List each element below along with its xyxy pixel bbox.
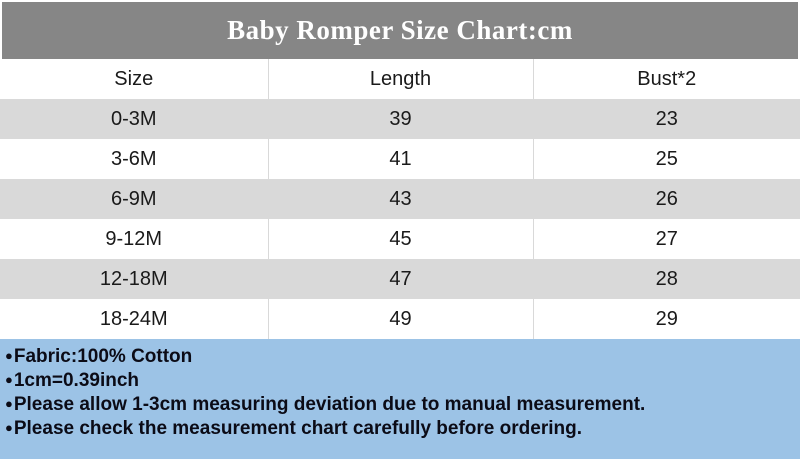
- note-text: Please check the measurement chart caref…: [13, 418, 582, 439]
- column-header-length: Length: [268, 59, 534, 99]
- cell-bust: 28: [533, 259, 800, 299]
- cell-length: 41: [268, 139, 534, 179]
- cell-size: 0-3M: [0, 99, 269, 139]
- cell-bust: 29: [533, 299, 800, 339]
- table-row: 12-18M 47 28: [0, 259, 800, 299]
- cell-size: 6-9M: [0, 179, 269, 219]
- cell-length: 45: [268, 219, 534, 259]
- cell-bust: 27: [533, 219, 800, 259]
- bullet-icon: ●: [5, 348, 13, 363]
- chart-title: Baby Romper Size Chart:cm: [227, 15, 573, 45]
- cell-size: 9-12M: [0, 219, 269, 259]
- table-header-row: Size Length Bust*2: [0, 59, 800, 99]
- cell-size: 12-18M: [0, 259, 269, 299]
- cell-size: 18-24M: [0, 299, 269, 339]
- table-row: 0-3M 39 23: [0, 99, 800, 139]
- cell-bust: 23: [533, 99, 800, 139]
- cell-length: 43: [268, 179, 534, 219]
- bullet-icon: ●: [5, 396, 13, 411]
- column-header-size: Size: [0, 59, 269, 99]
- cell-bust: 26: [533, 179, 800, 219]
- column-header-bust: Bust*2: [533, 59, 800, 99]
- cell-length: 39: [268, 99, 534, 139]
- bullet-icon: ●: [5, 420, 13, 435]
- cell-bust: 25: [533, 139, 800, 179]
- chart-title-bar: Baby Romper Size Chart:cm: [2, 2, 798, 59]
- note-line-fabric: ●Fabric:100% Cotton: [5, 344, 794, 368]
- notes-panel: ●Fabric:100% Cotton ●1cm=0.39inch ●Pleas…: [0, 339, 800, 459]
- note-line-check-chart: ●Please check the measurement chart care…: [5, 416, 794, 440]
- cell-length: 49: [268, 299, 534, 339]
- bullet-icon: ●: [5, 372, 13, 387]
- note-text: Please allow 1-3cm measuring deviation d…: [13, 394, 646, 415]
- cell-size: 3-6M: [0, 139, 269, 179]
- size-table: Size Length Bust*2 0-3M 39 23 3-6M 41 25…: [0, 59, 800, 339]
- table-row: 18-24M 49 29: [0, 299, 800, 339]
- note-line-conversion: ●1cm=0.39inch: [5, 368, 794, 392]
- cell-length: 47: [268, 259, 534, 299]
- table-row: 6-9M 43 26: [0, 179, 800, 219]
- table-row: 9-12M 45 27: [0, 219, 800, 259]
- table-row: 3-6M 41 25: [0, 139, 800, 179]
- note-text: Fabric:100% Cotton: [13, 346, 193, 367]
- note-line-deviation: ●Please allow 1-3cm measuring deviation …: [5, 392, 794, 416]
- note-text: 1cm=0.39inch: [13, 370, 140, 391]
